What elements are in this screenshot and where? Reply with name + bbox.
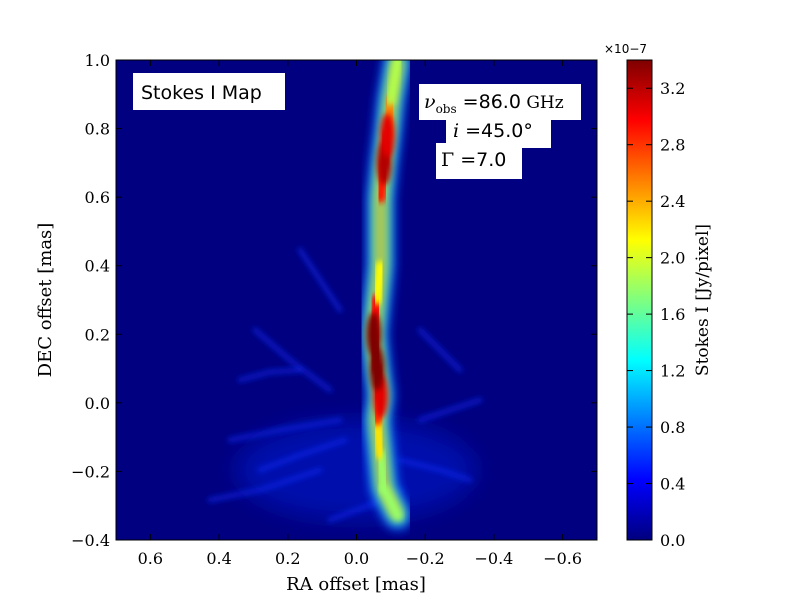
x-axis-ticks: 0.6 0.4 0.2 0.0 −0.2 −0.4 −0.6: [138, 60, 582, 568]
map-label-background: [133, 73, 285, 110]
x-tick-label: −0.4: [474, 549, 513, 568]
colorbar-label: Stokes I [Jy/pixel]: [693, 224, 713, 376]
nu-symbol: ν: [424, 91, 436, 113]
nu-equals: =: [457, 91, 479, 113]
jet-core-segment: [379, 483, 403, 521]
y-tick-label: 0.8: [85, 120, 110, 139]
colorbar-tick-label: 0.0: [660, 531, 685, 550]
parameter-annotations: νobs =86.0 GHz i =45.0° Γ =7.0: [419, 84, 581, 179]
colorbar-frame: [626, 59, 653, 541]
colorbar-tick-label: 2.4: [660, 192, 685, 211]
x-tick-label: 0.6: [138, 549, 163, 568]
colorbar-tick-label: 1.6: [660, 305, 685, 324]
nu-subscript: obs: [436, 102, 457, 116]
jet-core-segment: [375, 449, 389, 494]
gamma-equals: =: [454, 149, 476, 171]
diffuse-filament: [297, 247, 343, 313]
y-tick-label: −0.4: [71, 531, 110, 550]
colorbar: 3.2 2.8 2.4 2.0 1.6 1.2 0.8 0.4 0.0 ×10−7 Stokes…: [604, 42, 713, 550]
nu-unit: GHz: [521, 93, 564, 113]
y-tick-label: 0.4: [85, 257, 110, 276]
colorbar-ticks: 3.2 2.8 2.4 2.0 1.6 1.2 0.8 0.4 0.0: [627, 79, 685, 550]
colorbar-tick-label: 3.2: [660, 79, 685, 98]
gamma-annotation: Γ =7.0: [441, 149, 506, 171]
inclination-equals: =: [459, 120, 481, 142]
gamma-symbol: Γ: [441, 149, 454, 171]
x-tick-label: −0.2: [406, 549, 445, 568]
y-axis-label: DEC offset [mas]: [35, 223, 56, 378]
map-label-box: Stokes I Map: [133, 73, 285, 110]
jet-hotspot: [370, 346, 385, 391]
x-tick-label: 0.0: [344, 549, 369, 568]
jet-hotspot: [366, 312, 381, 357]
y-tick-label: 0.0: [85, 394, 110, 413]
x-tick-label: 0.4: [206, 549, 231, 568]
nu-value: 86.0: [479, 91, 521, 113]
x-axis-label: RA offset [mas]: [286, 574, 426, 595]
diffuse-filament: [252, 327, 333, 393]
inclination-value: 45.0: [481, 120, 523, 142]
x-tick-label: −0.6: [543, 549, 582, 568]
nu-obs-annotation: νobs =86.0 GHz: [424, 91, 564, 116]
colorbar-exponent: ×10−7: [604, 42, 647, 56]
y-tick-label: −0.2: [71, 462, 110, 481]
y-tick-label: 0.2: [85, 325, 110, 344]
jet-hotspot: [380, 113, 395, 158]
gamma-background: [436, 143, 522, 179]
inclination-background: [446, 114, 551, 148]
colorbar-tick-label: 0.8: [660, 418, 685, 437]
x-tick-label: 0.2: [275, 549, 300, 568]
inclination-symbol: i: [453, 120, 459, 142]
colorbar-tick-label: 2.0: [660, 249, 685, 268]
y-tick-label: 1.0: [85, 51, 110, 70]
inclination-unit: °: [523, 120, 533, 142]
diffuse-base-glow: [236, 420, 476, 520]
colorbar-gradient: [627, 60, 652, 540]
diffuse-filament: [417, 397, 483, 423]
diffuse-filament: [237, 367, 303, 383]
jet-core-segment: [372, 415, 386, 460]
map-label: Stokes I Map: [141, 82, 262, 104]
diffuse-filament: [417, 327, 463, 373]
inclination-annotation: i =45.0°: [453, 120, 533, 142]
colorbar-tick-label: 1.2: [660, 362, 685, 381]
y-tick-label: 0.6: [85, 188, 110, 207]
jet-core-segment: [386, 60, 403, 106]
colorbar-tick-label: 2.8: [660, 136, 685, 155]
colorbar-tick-label: 0.4: [660, 475, 685, 494]
jet-core-segment: [372, 260, 386, 305]
y-axis-ticks: 1.0 0.8 0.6 0.4 0.2 0.0 −0.2 −0.4: [71, 51, 597, 550]
gamma-value: 7.0: [476, 149, 506, 171]
jet-emission: [207, 60, 483, 529]
